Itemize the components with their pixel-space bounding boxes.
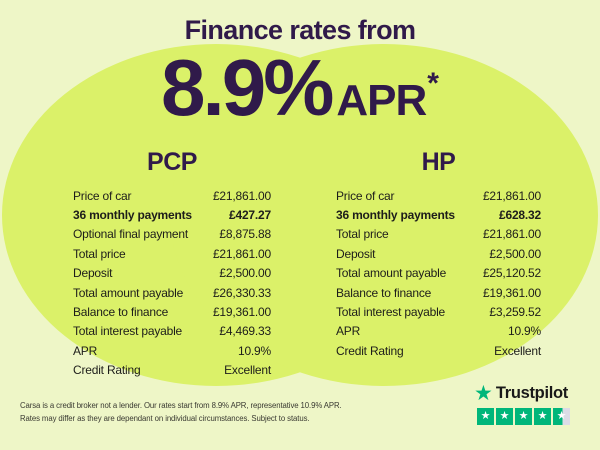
row-label: Total price	[336, 227, 389, 242]
star-box-icon: ★	[496, 408, 513, 425]
disclaimer-line-2: Rates may differ as they are dependant o…	[20, 414, 310, 423]
table-row: Total price £21,861.00	[336, 225, 541, 244]
star-box-icon: ★	[515, 408, 532, 425]
row-value: £3,259.52	[489, 305, 541, 320]
hp-column: HP Price of car £21,861.00 36 monthly pa…	[336, 148, 541, 361]
table-row: Credit Rating Excellent	[336, 341, 541, 360]
row-label: Credit Rating	[336, 343, 404, 358]
row-value: £19,361.00	[212, 305, 271, 320]
table-row: APR 10.9%	[73, 341, 271, 360]
row-value: £8,875.88	[219, 227, 271, 242]
table-row: Price of car £21,861.00	[73, 186, 271, 205]
rate-value: 8.9%	[161, 43, 334, 132]
row-value: Excellent	[494, 343, 541, 358]
trustpilot-badge: ★ Trustpilot ★ ★ ★ ★ ★	[474, 383, 570, 425]
table-row: Total amount payable £26,330.33	[73, 283, 271, 302]
row-value: £4,469.33	[219, 324, 271, 339]
table-row: Price of car £21,861.00	[336, 186, 541, 205]
rate-apr-label: APR	[336, 76, 427, 125]
row-value: £2,500.00	[219, 266, 271, 281]
pcp-column-title: PCP	[147, 148, 197, 176]
row-value: 10.9%	[507, 324, 541, 339]
background-circle-right	[170, 44, 598, 386]
row-label: Total price	[73, 246, 126, 261]
table-row: Total interest payable £4,469.33	[73, 322, 271, 341]
table-row: Deposit £2,500.00	[336, 244, 541, 263]
row-label: Deposit	[73, 266, 113, 281]
table-row: Balance to finance £19,361.00	[73, 302, 271, 321]
table-row: Total price £21,861.00	[73, 244, 271, 263]
rate-asterisk: *	[427, 67, 439, 100]
row-label: Balance to finance	[73, 305, 169, 320]
table-row: Total amount payable £25,120.52	[336, 264, 541, 283]
row-label: Total amount payable	[336, 266, 447, 281]
row-value: 10.9%	[237, 343, 271, 358]
row-label: Total interest payable	[73, 324, 183, 339]
disclaimer-line-1: Carsa is a credit broker not a lender. O…	[20, 401, 342, 410]
row-value: £21,861.00	[212, 246, 271, 261]
half-star-box-icon: ★	[553, 408, 570, 425]
table-row: Total interest payable £3,259.52	[336, 302, 541, 321]
row-label: APR	[336, 324, 361, 339]
row-value: £427.27	[229, 208, 271, 223]
table-row: APR 10.9%	[336, 322, 541, 341]
row-label: 36 monthly payments	[336, 208, 455, 223]
headline-rate: 8.9% APR *	[0, 48, 600, 128]
trustpilot-logo: ★ Trustpilot	[474, 383, 570, 404]
trustpilot-star-icon: ★	[474, 382, 493, 405]
table-row: Credit Rating Excellent	[73, 361, 271, 380]
table-row: Balance to finance £19,361.00	[336, 283, 541, 302]
pcp-column: PCP Price of car £21,861.00 36 monthly p…	[73, 148, 271, 380]
row-value: Excellent	[224, 363, 271, 378]
row-value: £628.32	[499, 208, 541, 223]
star-box-icon: ★	[477, 408, 494, 425]
row-label: Total amount payable	[73, 285, 184, 300]
row-value: £21,861.00	[482, 188, 541, 203]
trustpilot-rating-stars: ★ ★ ★ ★ ★	[477, 408, 570, 425]
row-value: £19,361.00	[482, 285, 541, 300]
star-box-icon: ★	[534, 408, 551, 425]
table-row: Deposit £2,500.00	[73, 264, 271, 283]
row-value: £2,500.00	[489, 246, 541, 261]
row-label: APR	[73, 343, 98, 358]
disclaimer: Carsa is a credit broker not a lender. O…	[20, 399, 342, 425]
row-label: Credit Rating	[73, 363, 141, 378]
row-label: Optional final payment	[73, 227, 189, 242]
row-value: £21,861.00	[482, 227, 541, 242]
table-row: Optional final payment £8,875.88	[73, 225, 271, 244]
trustpilot-brand-name: Trustpilot	[495, 384, 568, 402]
row-value: £21,861.00	[212, 188, 271, 203]
hp-column-title: HP	[421, 148, 456, 176]
table-row: 36 monthly payments £427.27	[73, 205, 271, 224]
row-label: Price of car	[73, 188, 132, 203]
row-value: £25,120.52	[482, 266, 541, 281]
banner-title: Finance rates from	[184, 15, 416, 45]
row-label: Deposit	[336, 246, 376, 261]
row-label: 36 monthly payments	[73, 208, 192, 223]
row-label: Price of car	[336, 188, 395, 203]
row-label: Total interest payable	[336, 305, 446, 320]
banner-header: Finance rates from	[0, 0, 600, 46]
table-row: 36 monthly payments £628.32	[336, 205, 541, 224]
row-label: Balance to finance	[336, 285, 432, 300]
row-value: £26,330.33	[212, 285, 271, 300]
